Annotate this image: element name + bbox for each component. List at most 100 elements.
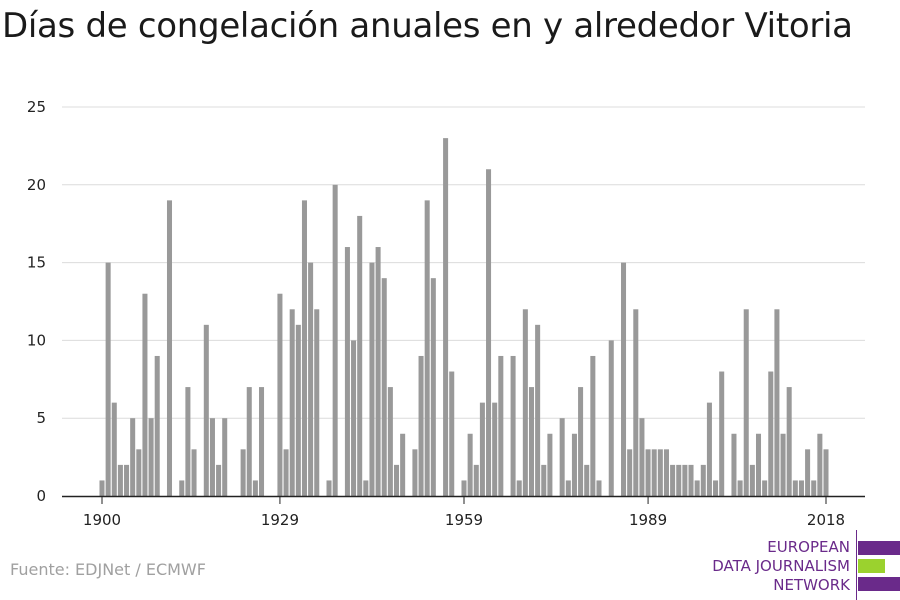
y-tick-label: 0 bbox=[36, 487, 46, 505]
bar bbox=[565, 480, 571, 496]
bar bbox=[805, 449, 811, 496]
logo-bar-green bbox=[858, 559, 885, 573]
bar bbox=[492, 402, 498, 496]
bar bbox=[798, 480, 804, 496]
bar bbox=[209, 418, 215, 496]
bar bbox=[449, 371, 455, 496]
bar bbox=[424, 200, 430, 497]
bar bbox=[706, 402, 712, 496]
logo-line-1: EUROPEAN bbox=[767, 538, 850, 556]
bar bbox=[301, 200, 307, 497]
bar bbox=[375, 247, 381, 496]
bar bbox=[522, 309, 528, 496]
bar bbox=[541, 464, 547, 496]
bar bbox=[357, 215, 363, 497]
bar bbox=[621, 262, 627, 496]
bar bbox=[608, 340, 614, 496]
bar bbox=[749, 464, 755, 496]
bar bbox=[719, 371, 725, 496]
bar bbox=[308, 262, 314, 496]
bar bbox=[633, 309, 639, 496]
bar bbox=[166, 200, 173, 497]
bar bbox=[283, 449, 289, 496]
x-tick-label: 2018 bbox=[807, 511, 845, 529]
x-tick-label: 1959 bbox=[445, 511, 483, 529]
bar bbox=[479, 402, 485, 496]
bar bbox=[688, 464, 694, 496]
bar bbox=[823, 449, 829, 496]
bar bbox=[516, 480, 522, 496]
bar bbox=[792, 480, 798, 496]
bar bbox=[762, 480, 768, 496]
bar bbox=[700, 464, 706, 496]
bar bbox=[136, 449, 142, 496]
bar bbox=[124, 464, 130, 496]
bar bbox=[387, 387, 393, 496]
bar bbox=[430, 278, 436, 496]
bar bbox=[314, 309, 320, 496]
bar bbox=[651, 449, 657, 496]
bar bbox=[657, 449, 663, 496]
bar bbox=[817, 433, 823, 496]
x-axis: 1900 1929 1959 1989 2018 bbox=[62, 495, 865, 529]
logo-bar-purple-top bbox=[858, 541, 900, 555]
bar bbox=[627, 449, 633, 496]
bar bbox=[645, 449, 651, 496]
bar bbox=[670, 464, 676, 496]
bar bbox=[130, 418, 136, 496]
bar bbox=[99, 480, 105, 496]
bar bbox=[510, 355, 516, 496]
bar bbox=[191, 449, 197, 496]
bar bbox=[578, 387, 584, 496]
bar bbox=[179, 480, 185, 496]
bar-chart: 0 5 10 15 20 25 1900 1929 1959 1989 2018 bbox=[27, 98, 865, 529]
bar bbox=[528, 387, 535, 496]
bar bbox=[332, 184, 338, 497]
bar bbox=[111, 402, 117, 496]
x-tick-label: 1989 bbox=[629, 511, 667, 529]
bar bbox=[486, 169, 492, 497]
bar bbox=[142, 293, 148, 496]
logo-bar-purple-bottom bbox=[858, 577, 900, 591]
bar bbox=[240, 449, 246, 496]
bar bbox=[473, 464, 479, 496]
bar bbox=[277, 293, 283, 496]
bar bbox=[571, 433, 577, 496]
bar bbox=[289, 309, 295, 496]
bar bbox=[737, 480, 743, 496]
bar bbox=[786, 387, 792, 496]
x-tick-label: 1900 bbox=[83, 511, 121, 529]
bars bbox=[99, 138, 829, 497]
bar bbox=[252, 480, 258, 496]
bar bbox=[393, 464, 400, 496]
gridlines bbox=[62, 106, 865, 419]
bar bbox=[682, 464, 688, 496]
bar bbox=[105, 262, 111, 496]
bar bbox=[676, 464, 682, 496]
bar bbox=[363, 480, 369, 496]
bar bbox=[216, 464, 222, 496]
bar bbox=[743, 309, 749, 496]
bar bbox=[381, 278, 387, 496]
y-tick-label: 20 bbox=[27, 176, 46, 194]
bar bbox=[694, 480, 700, 496]
bar bbox=[351, 340, 357, 496]
bar bbox=[547, 433, 553, 496]
source-note: Fuente: EDJNet / ECMWF bbox=[10, 560, 206, 579]
bar bbox=[811, 480, 817, 496]
bar bbox=[443, 138, 449, 496]
y-tick-label: 10 bbox=[27, 331, 46, 349]
bar bbox=[780, 433, 786, 496]
edjnet-logo: EUROPEAN DATA JOURNALISM NETWORK bbox=[700, 538, 900, 600]
bar bbox=[295, 324, 301, 496]
logo-line-3: NETWORK bbox=[773, 576, 850, 594]
logo-divider bbox=[856, 530, 857, 600]
bar bbox=[768, 371, 774, 496]
bar bbox=[246, 387, 252, 496]
y-tick-label: 25 bbox=[27, 98, 46, 116]
bar bbox=[755, 433, 762, 496]
bar bbox=[467, 433, 473, 496]
chart-title: Días de congelación anuales en y alreded… bbox=[2, 6, 853, 46]
bar bbox=[559, 418, 565, 496]
y-tick-label: 15 bbox=[27, 254, 46, 272]
